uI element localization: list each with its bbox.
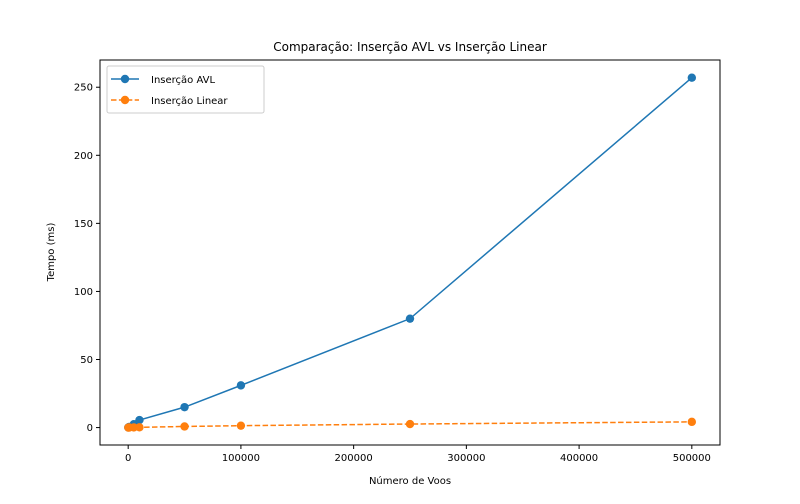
series-layer (124, 73, 697, 432)
data-point (405, 419, 415, 429)
x-tick-label: 300000 (447, 453, 485, 464)
y-axis-ticks: 0 50 100 150 200 250 (74, 83, 100, 434)
legend-label: Inserção Linear (151, 96, 228, 107)
data-point (135, 423, 144, 432)
x-tick-label: 0 (125, 453, 131, 464)
y-tick-label: 100 (74, 287, 93, 298)
plot-area-frame (99, 59, 721, 446)
legend: Inserção AVL Inserção Linear (106, 65, 265, 114)
legend-box (106, 65, 265, 114)
data-point (236, 421, 246, 430)
legend-marker (120, 74, 130, 84)
data-point (687, 73, 697, 82)
chart-title: Comparação: Inserção AVL vs Inserção Lin… (273, 40, 547, 54)
data-point (135, 415, 144, 425)
data-point (687, 417, 697, 427)
series-line (127, 77, 693, 429)
legend-items: Inserção AVL Inserção Linear (111, 74, 228, 107)
x-tick-label: 500000 (673, 453, 711, 464)
data-point (405, 314, 415, 323)
y-tick-label: 250 (74, 83, 93, 94)
y-tick-label: 200 (74, 151, 93, 162)
y-tick-label: 50 (80, 355, 93, 366)
y-axis-label: Tempo (ms) (46, 223, 57, 283)
data-point (180, 402, 189, 412)
data-point (236, 381, 246, 390)
y-tick-label: 150 (74, 219, 93, 230)
legend-marker (120, 95, 130, 105)
series-2 (124, 417, 697, 432)
legend-label: Inserção AVL (151, 75, 216, 86)
data-point (180, 422, 189, 431)
x-tick-label: 400000 (560, 453, 598, 464)
y-tick-label: 0 (87, 423, 93, 434)
x-tick-label: 200000 (335, 453, 373, 464)
x-tick-label: 100000 (222, 453, 260, 464)
x-axis-label: Número de Voos (369, 475, 451, 487)
series-1 (124, 73, 697, 432)
x-axis-ticks: 0 100000 200000 300000 400000 500000 (125, 445, 711, 464)
